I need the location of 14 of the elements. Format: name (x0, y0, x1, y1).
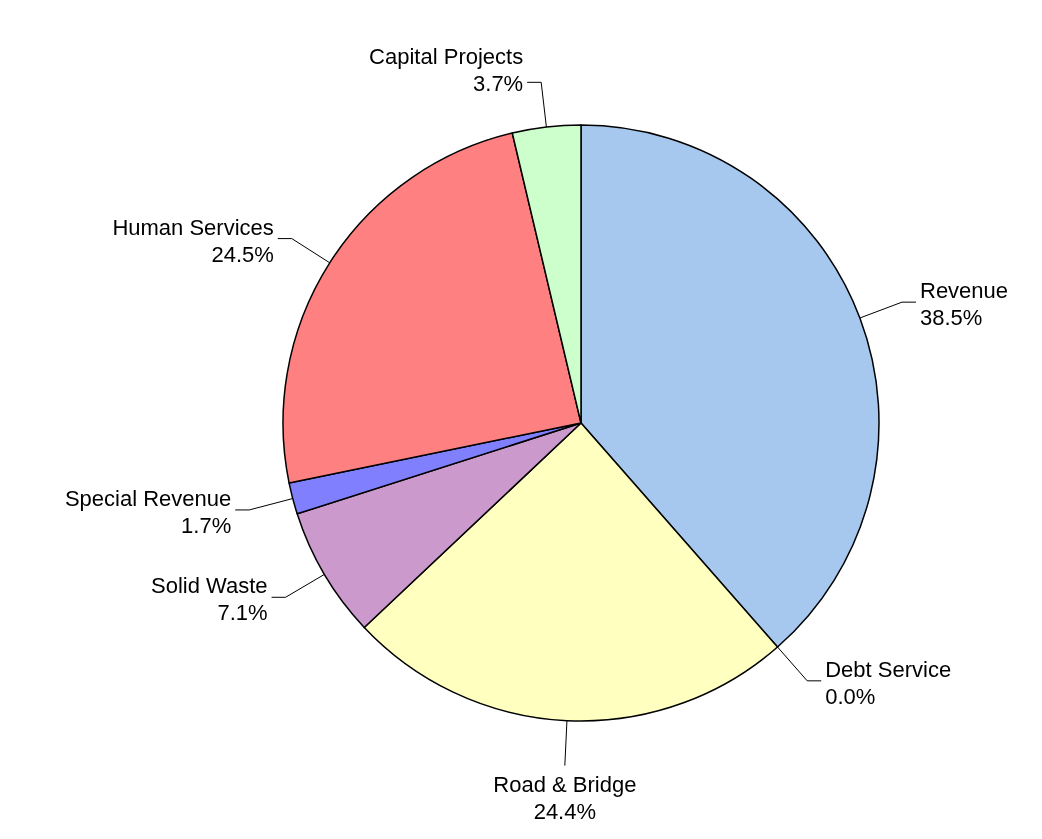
slice-label: Solid Waste (151, 573, 268, 599)
slice-label: Human Services (112, 214, 274, 240)
data-label: 24.5% (211, 241, 274, 267)
slice-label: Road & Bridge (493, 771, 637, 797)
slice-label: Capital Projects (369, 44, 524, 70)
data-label: 1.7% (181, 512, 232, 538)
data-label: 3.7% (473, 71, 524, 97)
data-label: 24.4% (533, 798, 597, 824)
text: 0.0% (825, 683, 876, 709)
data-label: 7.1% (217, 600, 268, 626)
slice-label: Special Revenue (64, 485, 232, 511)
legend-label: Debt Service (825, 656, 952, 682)
data-label: 38.5% (920, 305, 983, 331)
slice-label: Revenue (920, 278, 1009, 304)
